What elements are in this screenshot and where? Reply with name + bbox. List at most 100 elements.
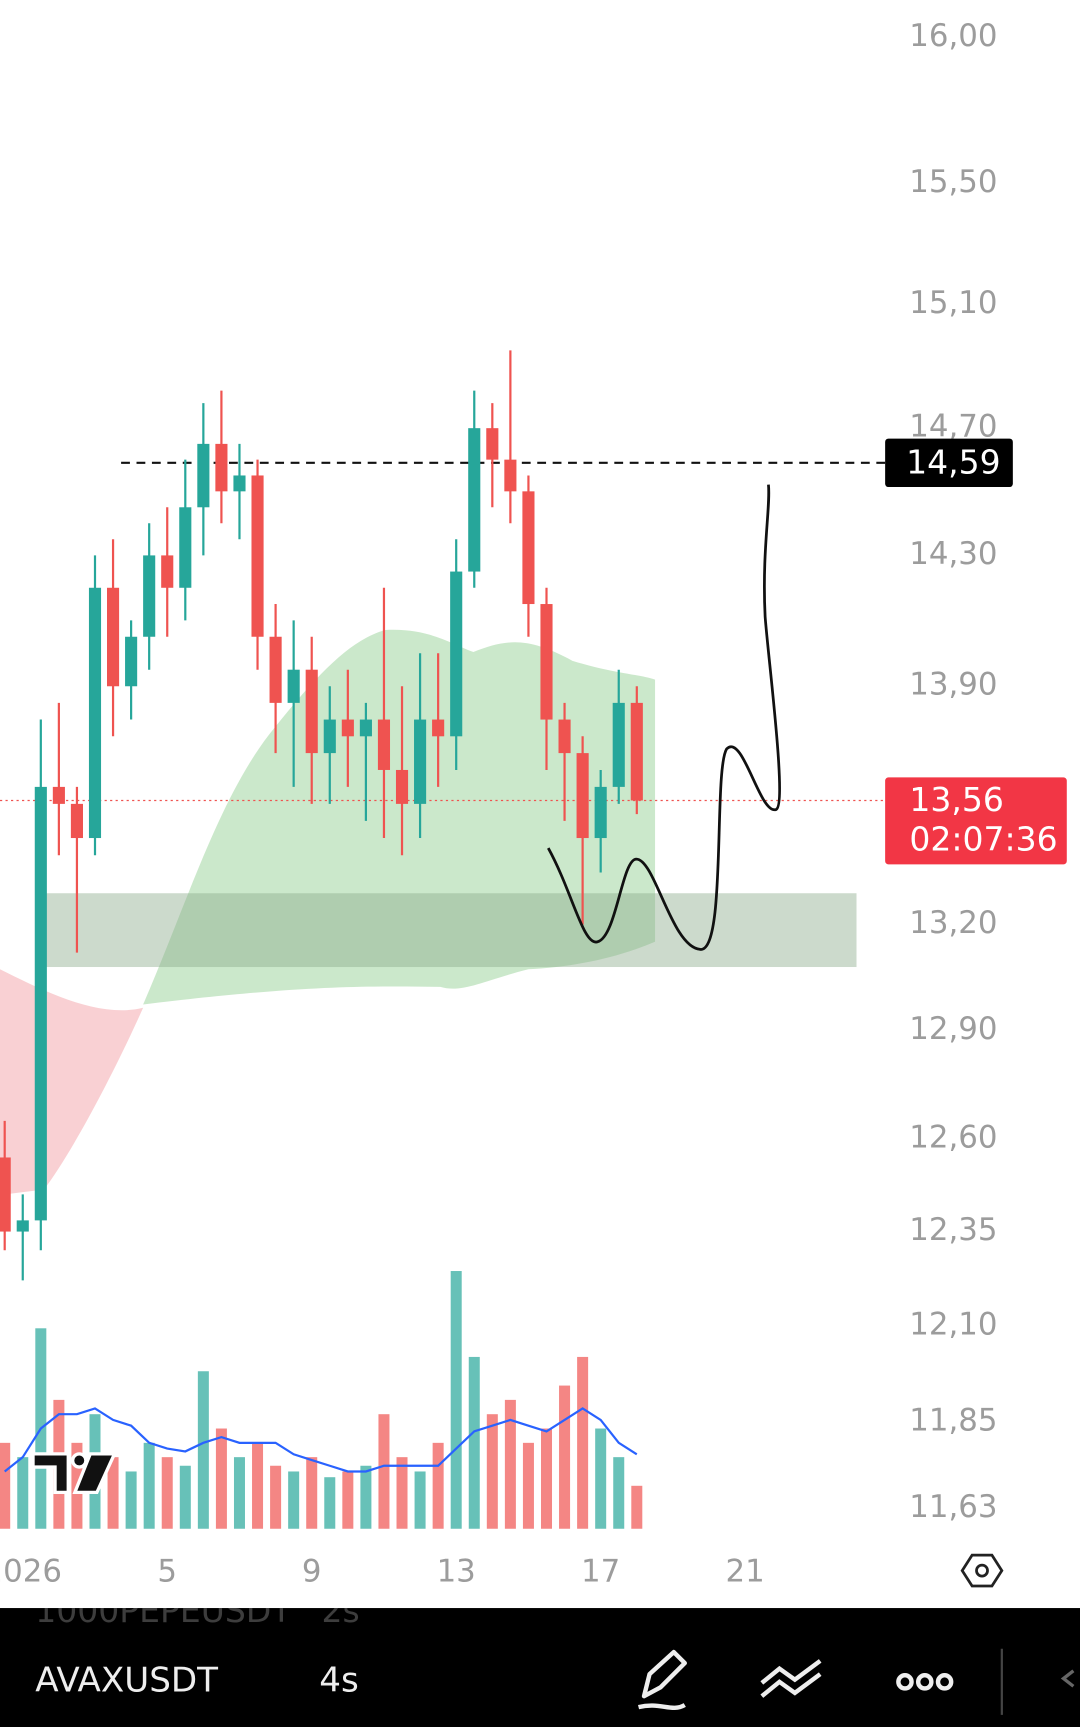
candle-body: [197, 443, 210, 508]
candle-body: [269, 636, 282, 703]
candle-body: [34, 786, 47, 1221]
tv-logo: [31, 1452, 118, 1495]
volume-bar: [252, 1442, 264, 1529]
candle-body: [143, 555, 156, 637]
candle-body: [377, 719, 391, 770]
y-tick-label: 15,10: [909, 285, 997, 321]
y-tick-label: 12,35: [909, 1212, 997, 1248]
volume-bar: [613, 1457, 625, 1529]
volume-bar: [486, 1414, 498, 1529]
more-icon[interactable]: [896, 1673, 954, 1691]
volume-bar: [450, 1271, 462, 1529]
volume-bar: [288, 1471, 300, 1529]
plot: [0, 350, 886, 1529]
draw-icon[interactable]: [637, 1649, 687, 1710]
interval[interactable]: 4s: [319, 1660, 358, 1700]
candle-body: [468, 428, 481, 572]
candle-body: [594, 786, 607, 839]
y-tick-label: 11,63: [909, 1489, 997, 1525]
last-price-tag: [885, 777, 1067, 865]
y-tick-label: 15,50: [909, 164, 997, 200]
candle-body: [341, 719, 354, 737]
zone-rectangle: [39, 893, 857, 968]
candle-body: [323, 719, 336, 754]
volume-bar: [468, 1356, 480, 1529]
candle-body: [233, 475, 246, 492]
candle-body: [576, 753, 589, 839]
candle-body: [179, 507, 192, 588]
volume-bar: [342, 1471, 354, 1529]
volume-bar: [179, 1465, 191, 1529]
volume-bar: [414, 1471, 426, 1529]
candle-body: [630, 702, 643, 801]
volume-bar: [215, 1428, 227, 1529]
volume-bar: [396, 1457, 408, 1529]
symbol[interactable]: AVAXUSDT: [35, 1660, 218, 1700]
level-tag-label: 14,59: [906, 442, 1001, 481]
volume-bar: [143, 1442, 155, 1529]
volume-bar: [360, 1465, 372, 1529]
settings-icon[interactable]: [960, 1553, 1004, 1588]
x-tick-label: 5: [157, 1553, 177, 1589]
hidden-interval: 2s: [321, 1591, 359, 1630]
candle-body: [70, 803, 83, 839]
candle-body: [395, 769, 409, 804]
green-cloud: [143, 629, 656, 1005]
candle-body: [540, 604, 553, 720]
red-cloud: [0, 969, 144, 1196]
x-tick-label: 17: [581, 1553, 620, 1589]
y-tick-label: 11,85: [909, 1403, 997, 1439]
candle-body: [0, 1157, 11, 1232]
last-price-label: 13,56: [909, 780, 1004, 819]
lines-icon[interactable]: [760, 1659, 822, 1698]
candle-body: [305, 669, 318, 754]
volume-bar: [197, 1371, 209, 1529]
volume-bar: [161, 1457, 173, 1529]
y-tick-label: 13,20: [909, 905, 997, 941]
x-tick-label: 21: [726, 1553, 765, 1589]
y-tick-label: 12,90: [909, 1011, 997, 1047]
volume-bar: [270, 1465, 282, 1529]
x-tick-label: 2026: [0, 1553, 62, 1589]
volume-bar: [540, 1428, 553, 1529]
candle-body: [287, 669, 300, 703]
candle-body: [486, 428, 499, 460]
countdown: 02:07:36: [909, 820, 1057, 859]
candle-body: [215, 443, 228, 492]
volume-bar: [522, 1442, 534, 1529]
y-tick-label: 16,00: [909, 18, 997, 54]
x-tick-label: 9: [302, 1553, 322, 1589]
candle-body: [522, 491, 535, 605]
y-tick-label: 12,60: [909, 1120, 997, 1156]
candle-body: [88, 587, 102, 839]
volume-bar: [378, 1414, 390, 1529]
volume-bar: [107, 1457, 119, 1529]
volume-bar: [324, 1477, 336, 1529]
candle-body: [612, 702, 625, 787]
candle-body: [125, 636, 138, 687]
candle-body: [16, 1220, 29, 1232]
candle-body: [52, 786, 65, 804]
volume-bar: [17, 1457, 29, 1529]
volume-bar: [559, 1385, 571, 1529]
hidden-symbol: 1000PEPEUSDT: [35, 1591, 292, 1630]
volume-bar: [631, 1485, 643, 1529]
volume-bar: [0, 1442, 11, 1529]
candle-body: [359, 719, 372, 737]
candle-body: [107, 587, 120, 687]
candle-body: [161, 555, 174, 588]
y-tick-label: 14,30: [909, 536, 997, 572]
x-tick-label: 13: [437, 1553, 476, 1589]
collapse-arrow[interactable]: [1060, 1669, 1075, 1688]
candle-body: [432, 719, 445, 737]
candle-body: [450, 571, 463, 737]
candle-body: [504, 459, 517, 492]
volume-bar: [432, 1442, 444, 1529]
volume-bar: [233, 1457, 245, 1529]
candle-body: [558, 719, 571, 754]
volume-bar: [577, 1356, 589, 1529]
volume-ma: [4, 1407, 638, 1473]
candle-body: [414, 719, 427, 804]
